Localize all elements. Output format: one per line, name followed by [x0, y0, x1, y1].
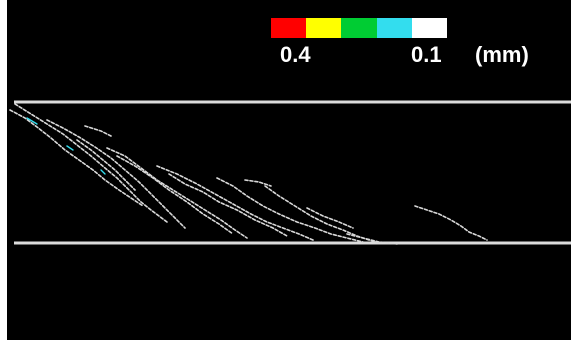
- crack-line: [306, 207, 354, 229]
- crack-line: [216, 177, 364, 243]
- scale-swatch-cyan: [376, 18, 412, 38]
- crack-map-panel: 0.4 0.1 (mm): [7, 0, 571, 340]
- crack-line: [116, 155, 234, 235]
- crack-pattern-drawing: [9, 100, 571, 245]
- crack-line: [156, 165, 314, 241]
- crack-line: [106, 147, 248, 239]
- crack-line: [76, 139, 136, 191]
- crack-line: [264, 185, 382, 244]
- crack-line: [168, 173, 288, 237]
- scale-swatch-yellow: [306, 18, 342, 38]
- scale-label-max: 0.4: [280, 42, 311, 67]
- scale-unit-label: (mm): [475, 42, 529, 67]
- scale-swatch-red: [271, 18, 307, 38]
- crack-accent-cyan: [66, 145, 74, 151]
- crack-accent-cyan: [26, 117, 38, 125]
- scale-swatch-white: [411, 18, 448, 38]
- crack-line: [46, 119, 186, 229]
- crack-line: [346, 233, 398, 245]
- crack-line: [14, 103, 168, 223]
- crack-line: [9, 109, 144, 207]
- crack-width-color-scale: [271, 18, 448, 38]
- scale-label-min: 0.1: [411, 42, 442, 67]
- scale-swatch-green: [341, 18, 377, 38]
- crack-line: [84, 125, 112, 137]
- crack-accent-cyan: [100, 169, 106, 175]
- crack-line: [244, 179, 272, 187]
- crack-line: [414, 205, 488, 241]
